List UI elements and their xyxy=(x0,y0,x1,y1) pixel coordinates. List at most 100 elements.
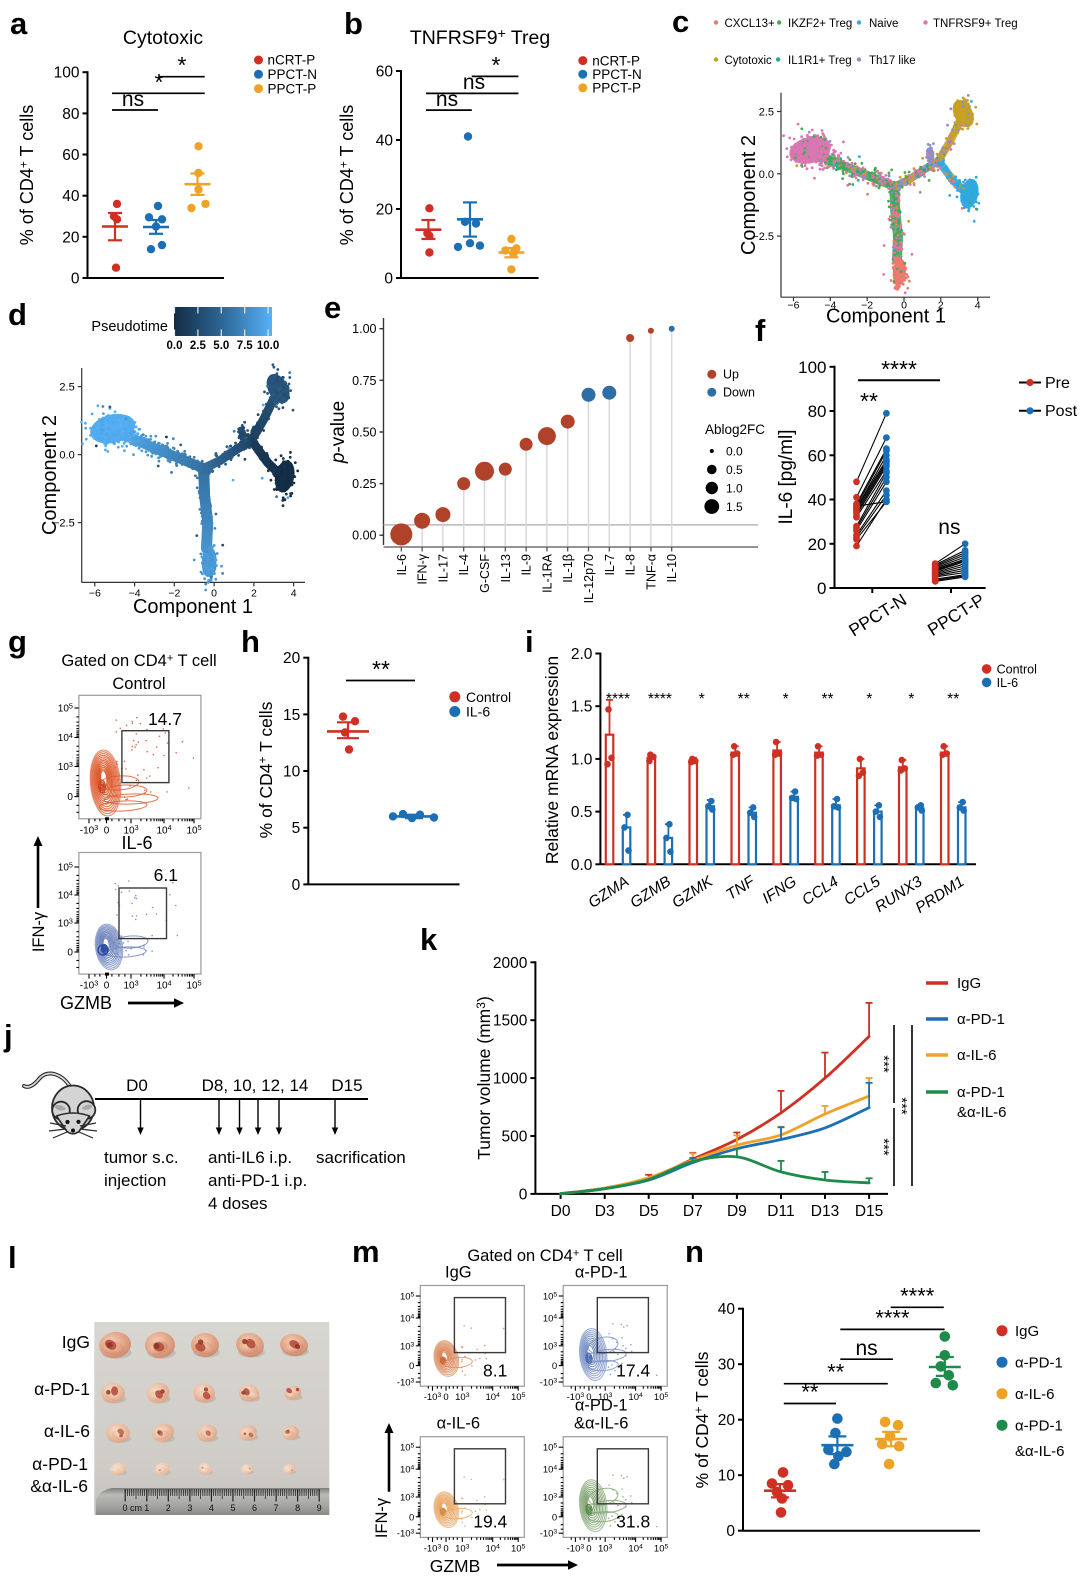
svg-text:20: 20 xyxy=(718,1412,736,1429)
svg-text:8.1: 8.1 xyxy=(483,1361,507,1381)
svg-text:Control: Control xyxy=(997,662,1037,676)
svg-text:IL-6 [pg/ml]: IL-6 [pg/ml] xyxy=(776,429,797,524)
svg-text:2.5: 2.5 xyxy=(759,107,774,119)
svg-text:IgG: IgG xyxy=(1015,1323,1039,1340)
svg-text:% of CD4+ T cells: % of CD4+ T cells xyxy=(692,1351,713,1488)
svg-text:0.0: 0.0 xyxy=(59,450,74,462)
svg-text:D11: D11 xyxy=(767,1203,794,1220)
svg-text:IL-4: IL-4 xyxy=(457,554,471,576)
svg-text:Up: Up xyxy=(723,368,739,382)
svg-text:CXCL13+: CXCL13+ xyxy=(725,18,775,30)
svg-text:10.0: 10.0 xyxy=(257,340,279,352)
svg-text:% of CD4+ T cells: % of CD4+ T cells xyxy=(337,105,358,245)
svg-text:D7: D7 xyxy=(683,1203,703,1220)
svg-text:7: 7 xyxy=(274,1503,279,1513)
svg-text:***: *** xyxy=(875,1055,892,1073)
svg-text:0: 0 xyxy=(901,300,907,312)
svg-text:Pre: Pre xyxy=(1045,375,1070,392)
svg-text:−6: −6 xyxy=(787,300,799,312)
svg-text:anti-PD-1 i.p.: anti-PD-1 i.p. xyxy=(208,1171,307,1190)
svg-text:IKZF2+ Treg: IKZF2+ Treg xyxy=(788,18,852,30)
svg-text:Th17 like: Th17 like xyxy=(869,55,916,67)
svg-text:d: d xyxy=(8,297,27,332)
svg-text:1500: 1500 xyxy=(493,1013,528,1030)
svg-text:IgG: IgG xyxy=(957,975,981,992)
svg-text:100: 100 xyxy=(798,358,826,377)
svg-text:0: 0 xyxy=(443,1543,448,1554)
svg-text:ns: ns xyxy=(463,71,485,94)
svg-text:sacrification: sacrification xyxy=(316,1148,406,1167)
svg-text:D5: D5 xyxy=(639,1203,659,1220)
svg-text:nCRT-P: nCRT-P xyxy=(592,53,640,68)
svg-text:0: 0 xyxy=(67,948,73,959)
svg-text:4: 4 xyxy=(291,588,297,600)
svg-text:p-value: p-value xyxy=(328,401,349,464)
svg-text:0.75: 0.75 xyxy=(352,374,376,388)
svg-text:IgG: IgG xyxy=(62,1332,90,1352)
svg-text:ns: ns xyxy=(436,88,458,111)
svg-text:IFN-γ: IFN-γ xyxy=(416,553,430,584)
svg-text:&α-IL-6: &α-IL-6 xyxy=(30,1476,88,1496)
svg-text:4 doses: 4 doses xyxy=(208,1194,268,1213)
svg-text:IL-6: IL-6 xyxy=(121,833,152,853)
svg-text:−2.5: −2.5 xyxy=(53,518,75,530)
svg-text:0.0: 0.0 xyxy=(167,340,183,352)
svg-text:6.1: 6.1 xyxy=(154,865,178,885)
svg-text:**: ** xyxy=(372,656,390,682)
svg-text:i: i xyxy=(525,624,534,659)
svg-text:IL-6: IL-6 xyxy=(997,676,1019,690)
svg-text:*: * xyxy=(908,691,914,708)
svg-text:40: 40 xyxy=(62,188,80,205)
svg-text:tumor s.c.: tumor s.c. xyxy=(104,1148,179,1167)
svg-text:IL-7: IL-7 xyxy=(603,554,617,576)
svg-text:0.50: 0.50 xyxy=(352,425,376,439)
svg-text:D9: D9 xyxy=(727,1203,747,1220)
svg-text:0 cm: 0 cm xyxy=(122,1503,142,1513)
svg-text:0.5: 0.5 xyxy=(726,463,743,477)
svg-text:b: b xyxy=(344,6,363,41)
svg-text:0: 0 xyxy=(586,1543,591,1554)
svg-text:**: ** xyxy=(738,691,750,708)
svg-text:PPCT-N: PPCT-N xyxy=(268,67,318,82)
svg-text:5: 5 xyxy=(230,1503,235,1513)
svg-text:m: m xyxy=(352,1234,380,1269)
svg-text:*: * xyxy=(178,52,187,78)
svg-text:D13: D13 xyxy=(811,1203,839,1220)
svg-text:14.7: 14.7 xyxy=(148,709,182,729)
svg-text:*: * xyxy=(783,691,789,708)
svg-text:D0: D0 xyxy=(551,1203,571,1220)
svg-text:40: 40 xyxy=(718,1301,736,1318)
svg-text:1.5: 1.5 xyxy=(571,699,593,716)
svg-text:α-PD-1: α-PD-1 xyxy=(957,1084,1005,1101)
svg-text:α-IL-6: α-IL-6 xyxy=(437,1415,480,1433)
svg-text:α-PD-1: α-PD-1 xyxy=(957,1011,1005,1028)
svg-text:2: 2 xyxy=(938,300,944,312)
svg-text:TNF-α: TNF-α xyxy=(644,554,658,590)
svg-text:Relative mRNA expression: Relative mRNA expression xyxy=(542,656,562,864)
svg-text:0: 0 xyxy=(726,1523,735,1540)
svg-text:α-PD-1: α-PD-1 xyxy=(1015,1418,1063,1435)
svg-text:60: 60 xyxy=(62,147,80,164)
svg-text:0.0: 0.0 xyxy=(726,445,743,459)
svg-text:h: h xyxy=(241,624,260,659)
svg-text:Tumor volume (mm3): Tumor volume (mm3) xyxy=(474,996,494,1160)
svg-text:17.4: 17.4 xyxy=(616,1361,650,1381)
svg-text:Pseudotime: Pseudotime xyxy=(91,319,168,335)
svg-text:15: 15 xyxy=(283,707,300,724)
svg-text:*: * xyxy=(492,52,501,78)
svg-text:5.0: 5.0 xyxy=(213,340,229,352)
svg-text:****: **** xyxy=(606,691,630,708)
svg-text:60: 60 xyxy=(808,446,827,465)
svg-text:**: ** xyxy=(827,1360,845,1385)
svg-text:0: 0 xyxy=(104,981,110,992)
svg-text:0.0: 0.0 xyxy=(759,169,774,181)
svg-text:Gated on CD4+ T cell: Gated on CD4+ T cell xyxy=(467,1247,622,1265)
svg-text:GZMB: GZMB xyxy=(60,993,112,1013)
svg-text:D0: D0 xyxy=(126,1076,148,1095)
svg-text:10: 10 xyxy=(283,764,301,781)
svg-text:1000: 1000 xyxy=(493,1071,528,1088)
svg-text:−2: −2 xyxy=(168,588,180,600)
svg-text:Down: Down xyxy=(723,386,755,400)
svg-text:−6: −6 xyxy=(89,588,101,600)
svg-text:0.00: 0.00 xyxy=(352,529,376,543)
